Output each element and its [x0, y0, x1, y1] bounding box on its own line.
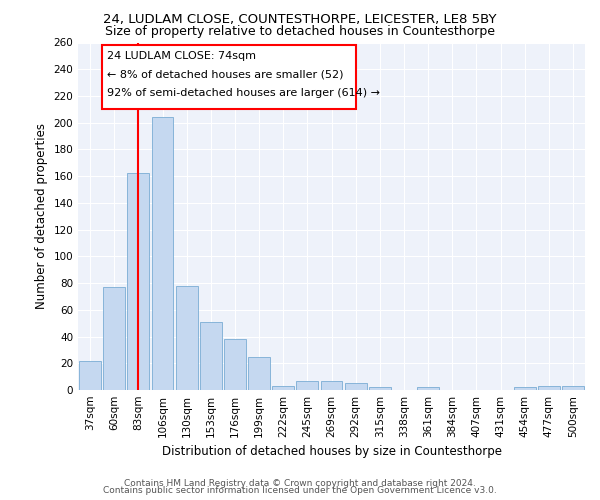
Text: Contains HM Land Registry data © Crown copyright and database right 2024.: Contains HM Land Registry data © Crown c… — [124, 478, 476, 488]
Text: Contains public sector information licensed under the Open Government Licence v3: Contains public sector information licen… — [103, 486, 497, 495]
Text: 92% of semi-detached houses are larger (614) →: 92% of semi-detached houses are larger (… — [107, 88, 380, 98]
Bar — [514, 388, 536, 390]
Text: 24 LUDLAM CLOSE: 74sqm: 24 LUDLAM CLOSE: 74sqm — [107, 50, 256, 60]
Bar — [224, 339, 246, 390]
FancyBboxPatch shape — [102, 45, 356, 110]
Bar — [562, 386, 584, 390]
Bar — [320, 380, 343, 390]
Text: 24, LUDLAM CLOSE, COUNTESTHORPE, LEICESTER, LE8 5BY: 24, LUDLAM CLOSE, COUNTESTHORPE, LEICEST… — [103, 12, 497, 26]
Bar — [200, 322, 221, 390]
Bar — [345, 384, 367, 390]
Bar — [417, 388, 439, 390]
Bar — [79, 360, 101, 390]
Bar — [152, 118, 173, 390]
Text: Size of property relative to detached houses in Countesthorpe: Size of property relative to detached ho… — [105, 25, 495, 38]
Y-axis label: Number of detached properties: Number of detached properties — [35, 123, 48, 309]
Bar — [272, 386, 294, 390]
Bar — [538, 386, 560, 390]
Bar — [103, 287, 125, 390]
Bar — [369, 388, 391, 390]
Bar — [127, 174, 149, 390]
Bar — [176, 286, 197, 390]
Text: ← 8% of detached houses are smaller (52): ← 8% of detached houses are smaller (52) — [107, 69, 343, 79]
Bar — [296, 380, 318, 390]
X-axis label: Distribution of detached houses by size in Countesthorpe: Distribution of detached houses by size … — [161, 446, 502, 458]
Bar — [248, 356, 270, 390]
